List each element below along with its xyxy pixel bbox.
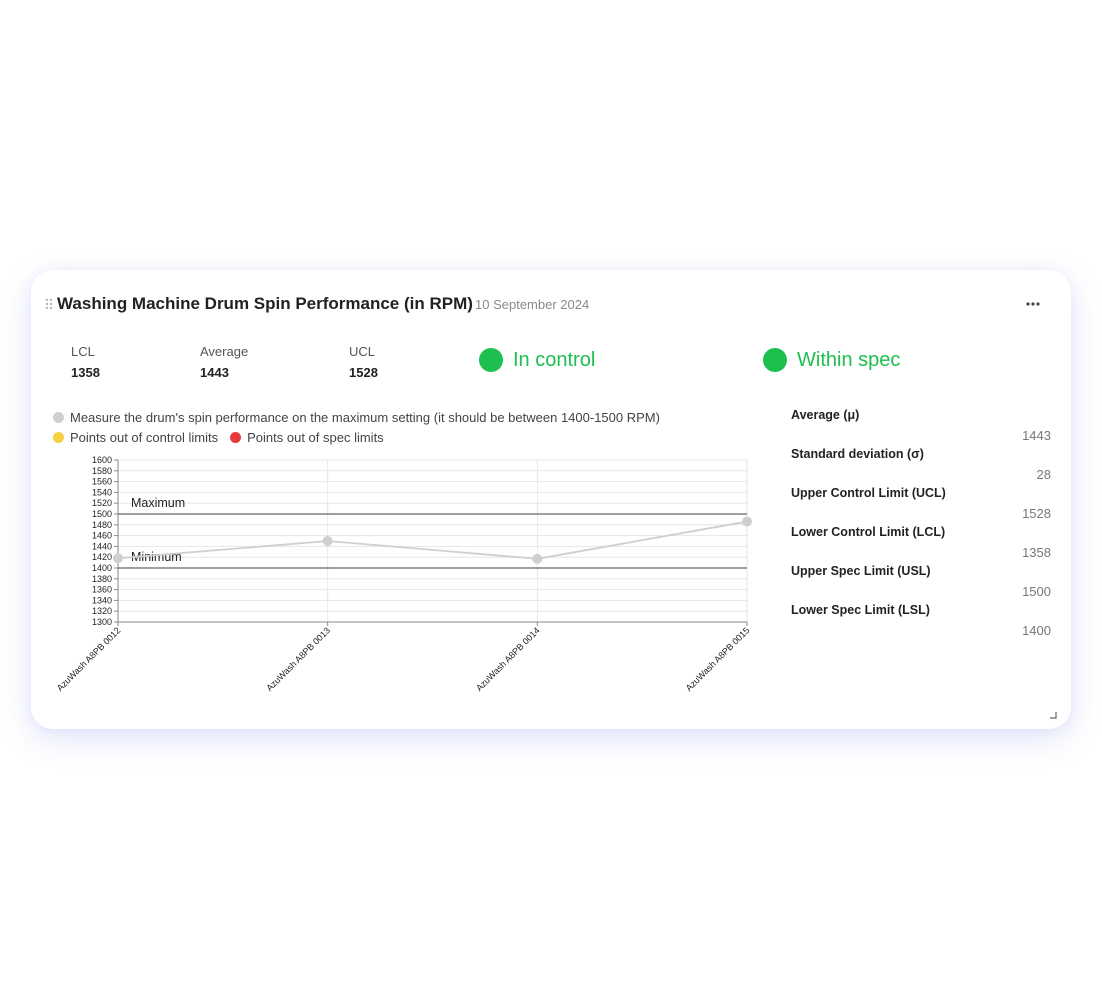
statistics-panel: Average (μ) 1443 Standard deviation (σ) 28 U… — [791, 408, 1051, 642]
y-tick-label: 1500 — [92, 509, 112, 519]
y-tick-label: 1460 — [92, 531, 112, 541]
stats-label: Lower Control Limit (LCL) — [791, 525, 946, 539]
y-tick-label: 1380 — [92, 574, 112, 584]
stats-label: Lower Spec Limit (LSL) — [791, 603, 930, 617]
lcl-label: LCL — [71, 344, 95, 359]
legend-row-limits: Points out of control limits Points out … — [53, 430, 396, 445]
widget-title: Washing Machine Drum Spin Performance (i… — [57, 294, 473, 313]
lcl-value: 1358 — [71, 365, 100, 380]
control-status: In control — [479, 348, 595, 372]
x-tick-label: AzuWash A8PB 0012 — [55, 625, 123, 693]
spc-line-chart: 1600158015601540152015001480146014401420… — [55, 455, 752, 693]
status-ok-icon — [763, 348, 787, 372]
reference-line-label: Maximum — [131, 496, 185, 510]
stats-entry: Average (μ) 1443 — [791, 408, 1051, 447]
ucl-stat: UCL 1528 — [349, 344, 378, 380]
y-tick-label: 1340 — [92, 595, 112, 605]
y-tick-label: 1560 — [92, 477, 112, 487]
legend-row-measure: Measure the drum's spin performance on t… — [53, 410, 672, 425]
average-stat: Average 1443 — [200, 344, 248, 380]
x-tick-label: AzuWash A8PB 0015 — [684, 625, 752, 693]
legend-item-control[interactable]: Points out of control limits — [53, 430, 218, 445]
stats-value: 1400 — [1022, 623, 1051, 638]
y-tick-label: 1540 — [92, 487, 112, 497]
ucl-value: 1528 — [349, 365, 378, 380]
status-ok-icon — [479, 348, 503, 372]
stats-entry: Lower Spec Limit (LSL) 1400 — [791, 603, 1051, 642]
average-label: Average — [200, 344, 249, 359]
ucl-label: UCL — [349, 344, 376, 359]
stats-value: 1358 — [1022, 545, 1051, 560]
data-point — [322, 536, 333, 546]
y-tick-label: 1320 — [92, 606, 112, 616]
more-options-icon[interactable] — [1021, 294, 1045, 314]
drag-handle-icon[interactable] — [45, 298, 53, 310]
x-tick-label: AzuWash A8PB 0014 — [474, 625, 542, 693]
stats-entry: Upper Control Limit (UCL) 1528 — [791, 486, 1051, 525]
legend-dot-icon — [230, 432, 242, 443]
stats-value: 28 — [1036, 467, 1051, 482]
legend-item-spec[interactable]: Points out of spec limits — [230, 430, 384, 445]
stats-value: 1528 — [1022, 506, 1051, 521]
stats-label: Upper Spec Limit (USL) — [791, 564, 931, 578]
y-tick-label: 1520 — [92, 498, 112, 508]
legend-dot-icon — [53, 412, 64, 423]
legend-spec-label: Points out of spec limits — [247, 430, 384, 445]
stats-value: 1443 — [1022, 428, 1051, 443]
legend-control-label: Points out of control limits — [70, 430, 219, 445]
stats-entry: Upper Spec Limit (USL) 1500 — [791, 564, 1051, 603]
x-tick-label: AzuWash A8PB 0013 — [264, 625, 332, 693]
y-tick-label: 1600 — [92, 455, 112, 465]
spc-widget-card: Washing Machine Drum Spin Performance (i… — [31, 270, 1071, 729]
widget-date: 10 September 2024 — [475, 297, 590, 312]
y-tick-label: 1580 — [92, 466, 112, 476]
stats-value: 1500 — [1022, 584, 1051, 599]
average-value: 1443 — [200, 365, 229, 380]
y-tick-label: 1420 — [92, 552, 112, 562]
y-tick-label: 1360 — [92, 585, 112, 595]
stats-label: Standard deviation (σ) — [791, 447, 924, 461]
control-status-text: In control — [513, 348, 596, 371]
legend-measure-label: Measure the drum's spin performance on t… — [70, 410, 660, 425]
spec-status: Within spec — [763, 348, 900, 372]
stats-entry: Lower Control Limit (LCL) 1358 — [791, 525, 1051, 564]
data-point — [742, 516, 752, 527]
legend-item-measure[interactable]: Measure the drum's spin performance on t… — [53, 410, 660, 425]
y-tick-label: 1300 — [92, 617, 112, 627]
series-line — [117, 520, 748, 560]
data-point — [113, 553, 123, 564]
spec-status-text: Within spec — [797, 348, 901, 371]
y-tick-label: 1400 — [92, 563, 112, 573]
y-tick-label: 1480 — [92, 520, 112, 530]
stats-label: Upper Control Limit (UCL) — [791, 486, 946, 500]
stats-label: Average (μ) — [791, 408, 860, 422]
data-point — [532, 553, 543, 564]
y-tick-label: 1440 — [92, 541, 112, 551]
legend-dot-icon — [53, 432, 64, 443]
resize-corner-icon[interactable] — [1049, 706, 1057, 719]
lcl-stat: LCL 1358 — [71, 344, 100, 380]
stats-entry: Standard deviation (σ) 28 — [791, 447, 1051, 486]
